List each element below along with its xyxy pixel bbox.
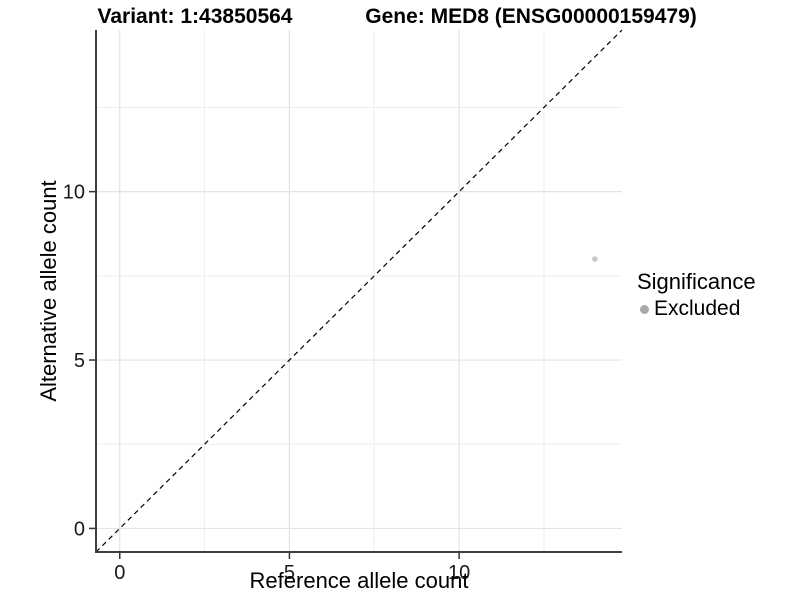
plot-title-gene: Gene: MED8 (ENSG00000159479) — [365, 5, 697, 28]
y-tick-label: 5 — [74, 350, 85, 372]
y-tick-label: 10 — [63, 182, 85, 204]
x-tick-label: 5 — [284, 562, 295, 584]
legend-marker-circle-icon — [640, 304, 649, 314]
plot-canvas: 0 5 10 0 5 10 — [63, 29, 623, 584]
y-tick-label: 0 — [74, 518, 85, 540]
y-axis-title: Alternative allele count — [36, 180, 61, 402]
x-axis-title: Reference allele count — [249, 568, 469, 593]
x-tick-label: 0 — [114, 562, 125, 584]
plot-panel: 0 5 10 0 5 10 — [63, 29, 623, 584]
identity-line — [95, 29, 623, 553]
plot-title-variant: Variant: 1:43850564 — [97, 5, 293, 28]
legend-title: Significance — [637, 269, 756, 294]
legend-entry-label: Excluded — [654, 297, 741, 321]
x-tick-label: 10 — [448, 562, 470, 584]
legend: Significance Excluded — [637, 269, 756, 321]
data-point — [592, 256, 598, 262]
legend-entry-excluded: Excluded — [637, 297, 756, 321]
